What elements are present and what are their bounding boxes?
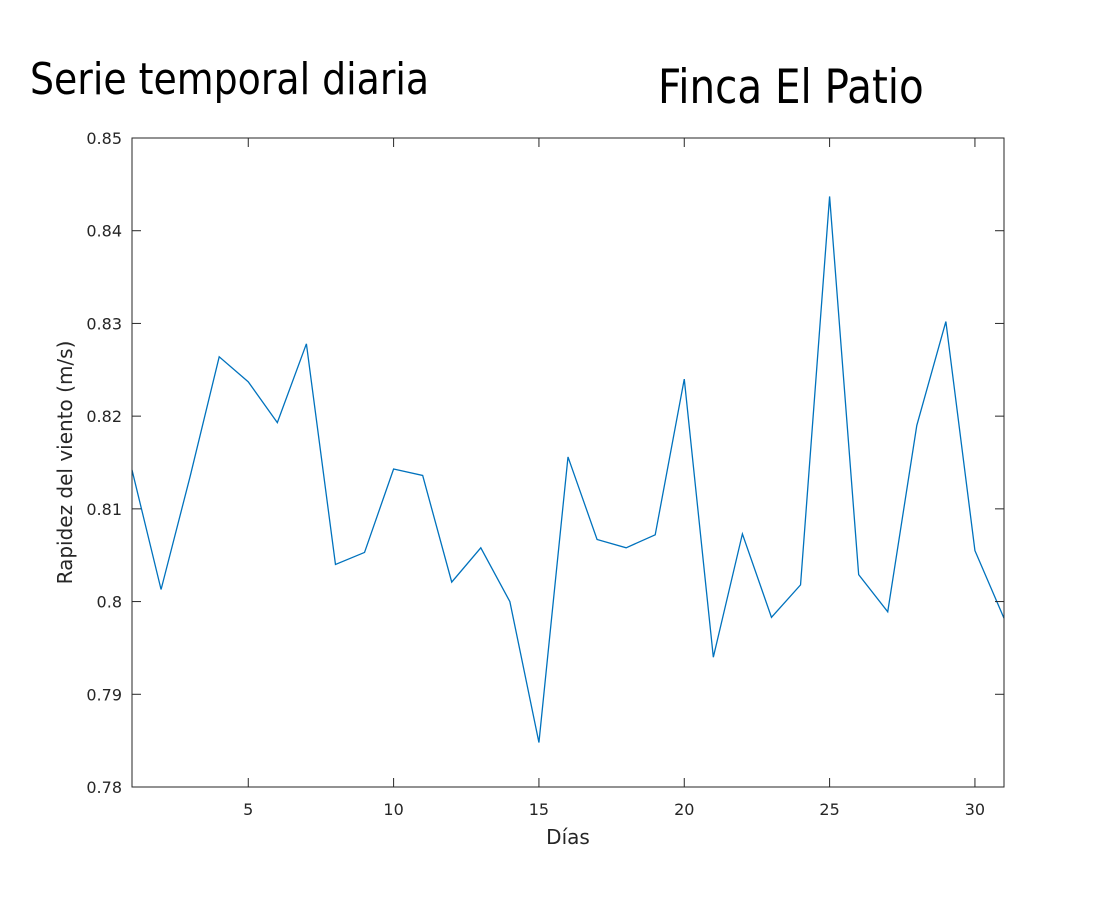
y-tick-label: 0.84 <box>86 222 122 241</box>
axes-box <box>131 137 1005 788</box>
series-line <box>131 196 1005 743</box>
x-tick-label: 15 <box>529 800 549 819</box>
x-tick-label: 25 <box>819 800 839 819</box>
y-tick-label: 0.83 <box>86 314 122 333</box>
y-tick-label: 0.82 <box>86 407 122 426</box>
y-axis-label: Rapidez del viento (m/s) <box>53 341 77 585</box>
tick-layer: 5 10 15 20 25 30 0.78 0.79 0.8 0.81 0.82 0.83 0.84 0.… <box>86 129 1004 819</box>
y-tick-label: 0.81 <box>86 500 122 519</box>
headline-farm-name: Finca El Patio <box>658 60 924 115</box>
x-tick-label: 5 <box>243 800 253 819</box>
y-tick-label: 0.85 <box>86 129 122 148</box>
y-tick-label: 0.78 <box>86 778 122 797</box>
x-tick-label: 20 <box>674 800 694 819</box>
y-tick-label: 0.8 <box>97 593 122 612</box>
series-layer <box>131 196 1005 743</box>
x-tick-label: 30 <box>965 800 985 819</box>
x-axis-label: Días <box>546 825 590 849</box>
x-tick-label: 10 <box>383 800 403 819</box>
headline-series-title: Serie temporal diaria <box>30 54 430 105</box>
y-tick-label: 0.79 <box>86 685 122 704</box>
